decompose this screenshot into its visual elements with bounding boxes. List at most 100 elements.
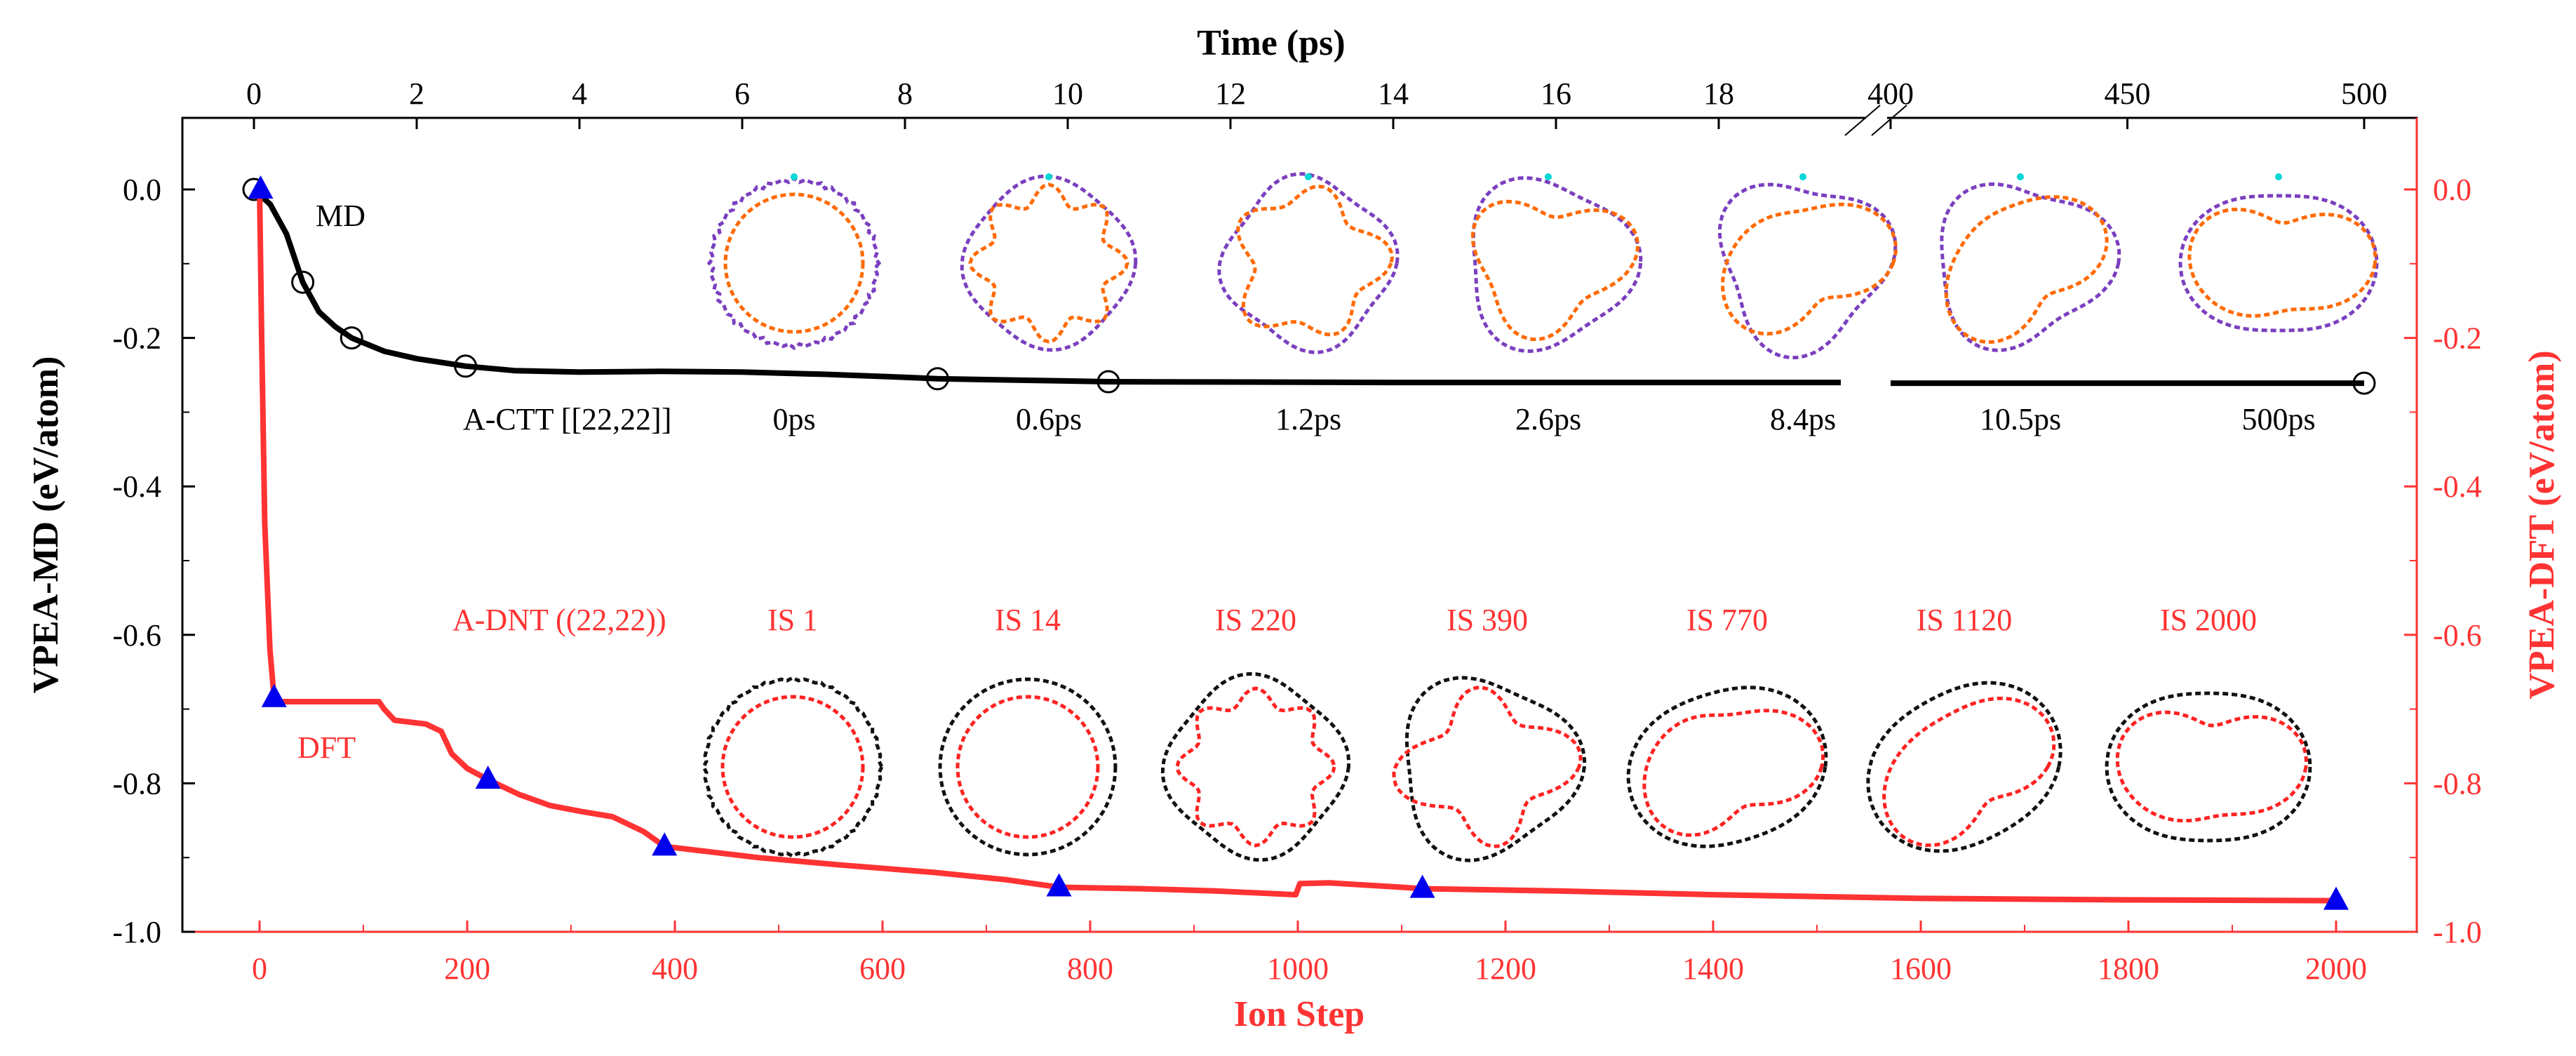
dnt-inner-shell-picture bbox=[1642, 709, 1825, 837]
md-snapshot-label: 0ps bbox=[772, 402, 815, 436]
top-tick-label: 14 bbox=[1378, 76, 1409, 111]
top-tick-label: 400 bbox=[1867, 76, 1914, 111]
cyan-atom-picture bbox=[2275, 173, 2282, 180]
left-axis-title: VPEA-MD (eV/atom) bbox=[26, 356, 66, 694]
top-axis-break bbox=[1844, 105, 1907, 136]
cyan-atom-picture bbox=[1045, 173, 1052, 180]
left-tick-label: -0.8 bbox=[112, 766, 161, 801]
dft-snapshot-label: IS 220 bbox=[1215, 603, 1296, 637]
cnt-outer-shell-picture bbox=[2178, 194, 2379, 333]
bottom-tick-label: 1600 bbox=[1890, 951, 1952, 986]
right-tick-label: -0.8 bbox=[2433, 766, 2482, 801]
cyan-atom-picture bbox=[791, 173, 798, 180]
dnt-outer-shell-picture bbox=[702, 676, 884, 858]
top-tick-label: 12 bbox=[1215, 76, 1246, 111]
dnt-outer-shell-picture bbox=[1626, 686, 1828, 848]
dft-snapshot-label: IS 770 bbox=[1686, 603, 1768, 637]
dnt-outer-shell-picture bbox=[1866, 681, 2062, 853]
dnt-inner-shell-picture bbox=[720, 695, 865, 839]
top-tick-label: 18 bbox=[1703, 76, 1734, 111]
md-snapshot-label: 500ps bbox=[2241, 402, 2315, 436]
top-tick-label: 16 bbox=[1541, 76, 1571, 111]
cnt-inner-shell-picture bbox=[1720, 202, 1898, 336]
dnt-outer-shell-picture bbox=[2105, 691, 2312, 843]
cnt-inner-shell-picture bbox=[1236, 185, 1394, 337]
right-tick-label: -0.2 bbox=[2433, 321, 2482, 356]
cnt-inner-shell-picture bbox=[1944, 195, 2109, 345]
dft-marker bbox=[475, 766, 501, 789]
top-tick-label: 2 bbox=[409, 76, 424, 111]
md-marker bbox=[2352, 371, 2376, 395]
dft-line bbox=[257, 189, 2337, 904]
right-tick-label: -1.0 bbox=[2433, 915, 2482, 949]
md-marker bbox=[340, 326, 363, 350]
md-marker bbox=[1096, 370, 1120, 394]
dnt-outer-shell-picture bbox=[1404, 676, 1587, 862]
dnt-inner-shell-picture bbox=[955, 695, 1100, 839]
plot-frame bbox=[181, 105, 2418, 933]
bottom-tick-label: 1400 bbox=[1682, 951, 1744, 986]
md-snapshot-label: 1.2ps bbox=[1275, 402, 1341, 436]
bottom-tick-label: 800 bbox=[1067, 951, 1113, 986]
dft-marker bbox=[1409, 874, 1435, 898]
md-marker bbox=[454, 354, 478, 378]
dft-marker bbox=[1046, 873, 1072, 897]
top-axis-title: Time (ps) bbox=[1197, 23, 1345, 63]
bottom-tick-label: 400 bbox=[652, 951, 698, 986]
top-tick-label: 500 bbox=[2341, 76, 2387, 111]
dnt-inner-shell-picture bbox=[2115, 710, 2309, 823]
bottom-tick-label: 1800 bbox=[2098, 951, 2159, 986]
dft-series-label: DFT bbox=[297, 730, 356, 765]
plot-area bbox=[181, 116, 2418, 933]
left-tick-label: -0.2 bbox=[112, 321, 161, 356]
cyan-atom-picture bbox=[1545, 173, 1552, 180]
bottom-tick-label: 0 bbox=[252, 951, 267, 986]
cnt-outer-shell-picture bbox=[706, 175, 882, 351]
cnt-outer-shell-picture bbox=[1471, 175, 1643, 354]
dft-snapshot-label: IS 390 bbox=[1447, 603, 1528, 637]
md-snapshot-label: 0.6ps bbox=[1016, 402, 1082, 436]
md-row-title: A-CTT [[22,22]] bbox=[463, 402, 671, 436]
cyan-atom-picture bbox=[1799, 173, 1806, 180]
top-tick-label: 6 bbox=[734, 76, 750, 111]
right-tick-label: -0.4 bbox=[2433, 469, 2482, 504]
dft-snapshot-label: IS 2000 bbox=[2160, 603, 2257, 637]
cyan-atom-picture bbox=[1305, 173, 1312, 180]
dnt-outer-shell-picture bbox=[938, 677, 1118, 857]
dnt-inner-shell-picture bbox=[1392, 686, 1583, 848]
axis-titles: Time (ps) Ion Step VPEA-MD (eV/atom) VPE… bbox=[26, 23, 2562, 1034]
cnt-inner-shell-picture bbox=[2187, 207, 2377, 318]
right-tick-label: -0.6 bbox=[2433, 618, 2482, 653]
annotations: MD DFT A-CTT [[22,22]] A-DNT ((22,22)) 0… bbox=[297, 199, 2316, 765]
bottom-tick-label: 200 bbox=[444, 951, 490, 986]
bottom-tick-label: 600 bbox=[859, 951, 906, 986]
md-marker bbox=[925, 367, 949, 391]
md-snapshot-label: 8.4ps bbox=[1770, 402, 1836, 436]
cnt-inner-shell-picture bbox=[1470, 199, 1640, 342]
bottom-tick-label: 1000 bbox=[1267, 951, 1329, 986]
cnt-inner-shell-picture bbox=[968, 182, 1129, 344]
top-tick-label: 4 bbox=[572, 76, 587, 111]
right-axis-title: VPEA-DFT (eV/atom) bbox=[2522, 350, 2562, 699]
bottom-tick-label: 2000 bbox=[2305, 951, 2367, 986]
dnt-outer-shell-picture bbox=[1160, 671, 1351, 862]
md-series-label: MD bbox=[316, 199, 365, 233]
dft-marker bbox=[2323, 886, 2349, 910]
cnt-outer-shell-picture bbox=[1940, 182, 2121, 352]
dft-row-title: A-DNT ((22,22)) bbox=[452, 603, 666, 637]
snapshot-images bbox=[702, 172, 2379, 862]
dft-snapshot-label: IS 14 bbox=[995, 603, 1061, 637]
md-line bbox=[252, 187, 1841, 386]
cyan-atom-picture bbox=[2017, 173, 2024, 180]
md-snapshot-label: 10.5ps bbox=[1980, 402, 2061, 436]
dft-snapshot-label: IS 1 bbox=[767, 603, 818, 637]
cnt-outer-shell-picture bbox=[960, 174, 1138, 352]
dft-marker bbox=[248, 175, 274, 199]
bottom-tick-label: 1200 bbox=[1475, 951, 1536, 986]
md-marker bbox=[291, 270, 315, 294]
dnt-inner-shell-picture bbox=[1175, 686, 1336, 848]
dft-marker bbox=[652, 832, 678, 856]
left-tick-label: -0.6 bbox=[112, 618, 161, 653]
top-tick-label: 0 bbox=[246, 76, 262, 111]
md-snapshot-label: 2.6ps bbox=[1515, 402, 1581, 436]
